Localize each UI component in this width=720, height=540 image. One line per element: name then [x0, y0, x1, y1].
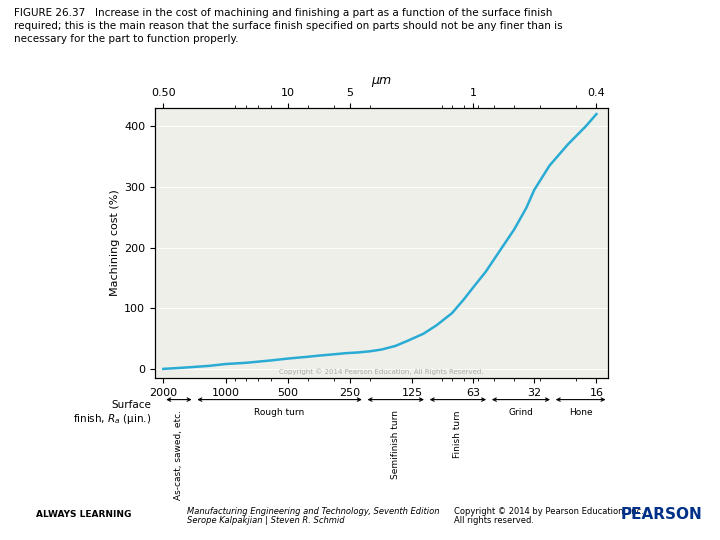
Text: Manufacturing Engineering and Technology, Seventh Edition: Manufacturing Engineering and Technology…	[187, 507, 440, 516]
Text: As-cast, sawed, etc.: As-cast, sawed, etc.	[174, 410, 184, 501]
X-axis label: μm: μm	[372, 74, 392, 87]
Text: Serope Kalpakjian | Steven R. Schmid: Serope Kalpakjian | Steven R. Schmid	[187, 516, 345, 525]
Text: Copyright © 2014 by Pearson Education, Inc.: Copyright © 2014 by Pearson Education, I…	[454, 507, 644, 516]
Text: Hone: Hone	[569, 408, 593, 417]
Text: PEARSON: PEARSON	[620, 507, 702, 522]
Text: Copyright © 2014 Pearson Education, All Rights Reserved.: Copyright © 2014 Pearson Education, All …	[279, 369, 484, 375]
Y-axis label: Machining cost (%): Machining cost (%)	[109, 190, 120, 296]
Text: Semifinish turn: Semifinish turn	[391, 410, 400, 480]
Text: ALWAYS LEARNING: ALWAYS LEARNING	[36, 510, 131, 519]
Text: Grind: Grind	[508, 408, 534, 417]
Text: Surface
finish, $R_a$ (μin.): Surface finish, $R_a$ (μin.)	[73, 400, 151, 426]
Text: FIGURE 26.37   Increase in the cost of machining and finishing a part as a funct: FIGURE 26.37 Increase in the cost of mac…	[14, 8, 563, 44]
Text: Finish turn: Finish turn	[454, 410, 462, 458]
Text: Rough turn: Rough turn	[254, 408, 305, 417]
Text: All rights reserved.: All rights reserved.	[454, 516, 534, 525]
